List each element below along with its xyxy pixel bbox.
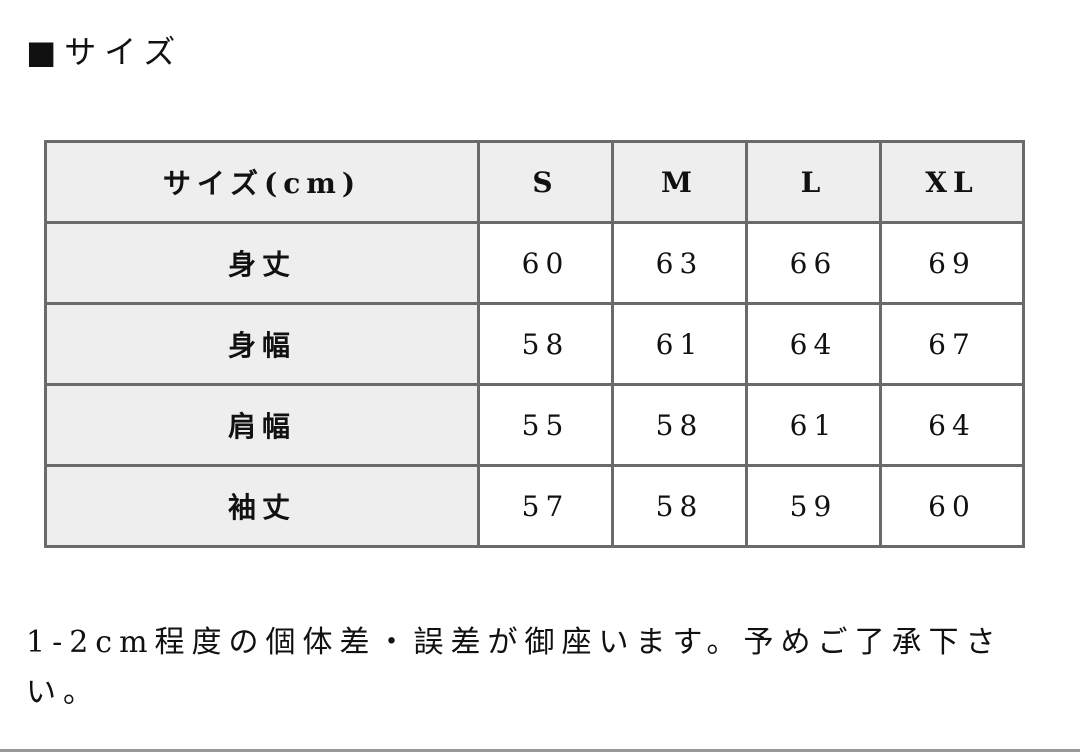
table-cell: 58	[477, 302, 614, 386]
table-header-row: サイズ(cm) S M L XL	[44, 140, 1025, 224]
table-cell: 61	[611, 302, 748, 386]
header-cell: サイズ(cm)	[44, 140, 480, 224]
row-label: 身幅	[44, 302, 480, 386]
table-cell: 60	[879, 464, 1025, 548]
header-cell: L	[745, 140, 882, 224]
table-cell: 61	[745, 383, 882, 467]
section-title: ■サイズ	[26, 33, 184, 71]
row-label: 身丈	[44, 221, 480, 305]
header-cell: M	[611, 140, 748, 224]
table-cell: 64	[745, 302, 882, 386]
table-cell: 58	[611, 464, 748, 548]
header-cell: XL	[879, 140, 1025, 224]
table-row: 身丈 60 63 66 69	[44, 221, 1025, 305]
table-cell: 63	[611, 221, 748, 305]
row-label: 袖丈	[44, 464, 480, 548]
size-note: 1-2cm程度の個体差・誤差が御座います。予めご了承下さい。	[26, 625, 1003, 710]
table-cell: 60	[477, 221, 614, 305]
table-cell: 69	[879, 221, 1025, 305]
table-cell: 58	[611, 383, 748, 467]
header-cell: S	[477, 140, 614, 224]
row-label: 肩幅	[44, 383, 480, 467]
table-cell: 55	[477, 383, 614, 467]
table-cell: 57	[477, 464, 614, 548]
table-row: 袖丈 57 58 59 60	[44, 464, 1025, 548]
table-cell: 66	[745, 221, 882, 305]
size-table: サイズ(cm) S M L XL 身丈 60 63 66 69 身幅 58 61…	[44, 140, 1025, 548]
table-cell: 67	[879, 302, 1025, 386]
table-row: 身幅 58 61 64 67	[44, 302, 1025, 386]
table-cell: 64	[879, 383, 1025, 467]
table-cell: 59	[745, 464, 882, 548]
divider	[0, 749, 1080, 752]
table-row: 肩幅 55 58 61 64	[44, 383, 1025, 467]
